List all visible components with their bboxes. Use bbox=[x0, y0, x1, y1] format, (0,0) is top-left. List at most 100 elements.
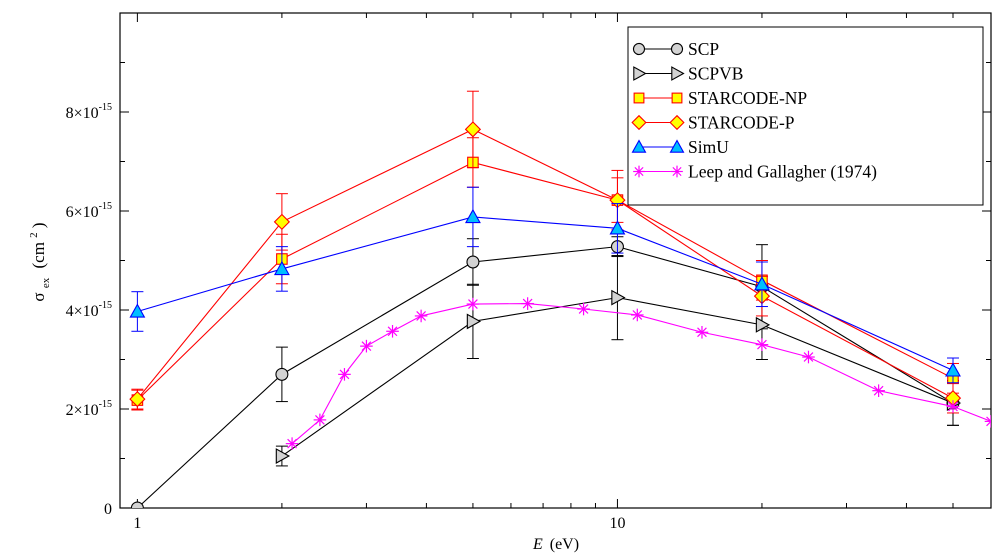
data-point bbox=[338, 368, 351, 381]
data-point bbox=[671, 92, 683, 104]
x-tick-label: 1 bbox=[133, 515, 141, 532]
data-point bbox=[285, 437, 299, 450]
series-4 bbox=[129, 186, 961, 384]
data-point bbox=[609, 220, 626, 235]
asterisk-stroke bbox=[986, 420, 991, 427]
y-tick-mantissa: 2×10 bbox=[66, 402, 99, 419]
asterisk-stroke bbox=[632, 310, 643, 320]
y-axis-symbol: σ bbox=[29, 292, 48, 301]
data-point bbox=[669, 114, 685, 131]
data-point bbox=[466, 255, 480, 269]
y-tick-mantissa: 0 bbox=[104, 501, 112, 518]
data-point bbox=[386, 324, 399, 338]
series-line bbox=[137, 246, 954, 508]
asterisk-stroke bbox=[315, 415, 325, 425]
data-point bbox=[130, 501, 144, 508]
legend-entry: SCPVB bbox=[633, 64, 743, 84]
data-point bbox=[984, 415, 991, 428]
data-point bbox=[464, 121, 482, 138]
data-point bbox=[945, 362, 961, 377]
asterisk-stroke bbox=[873, 385, 884, 396]
legend-label: SCP bbox=[688, 39, 719, 59]
series-5 bbox=[285, 297, 991, 450]
data-point bbox=[632, 42, 646, 56]
asterisk-stroke bbox=[986, 416, 991, 423]
data-point bbox=[611, 289, 626, 306]
series-line bbox=[291, 303, 991, 445]
y-axis-subscript: ex bbox=[40, 277, 52, 288]
legend-entry: STARCODE-NP bbox=[633, 88, 807, 108]
data-point bbox=[670, 42, 684, 56]
data-point bbox=[633, 66, 647, 81]
asterisk-stroke bbox=[803, 352, 814, 362]
data-point bbox=[872, 384, 885, 397]
data-point bbox=[129, 390, 146, 408]
legend-label: STARCODE-P bbox=[688, 113, 795, 133]
y-axis-unit-close: ) bbox=[29, 222, 48, 228]
y-tick-label: 4×10-15 bbox=[66, 300, 112, 320]
legend-entry: SCP bbox=[632, 39, 719, 59]
data-point bbox=[671, 66, 685, 81]
data-point bbox=[633, 92, 645, 104]
data-point bbox=[466, 313, 482, 330]
y-tick-exponent: -15 bbox=[99, 102, 112, 113]
y-tick-label: 8×10-15 bbox=[66, 102, 112, 122]
data-point bbox=[631, 308, 644, 322]
asterisk-stroke bbox=[387, 326, 398, 337]
asterisk-stroke bbox=[697, 327, 707, 338]
legend-label: STARCODE-NP bbox=[688, 88, 807, 108]
y-tick-label: 2×10-15 bbox=[66, 399, 112, 419]
y-axis-label: σ ex (cm 2 ) bbox=[22, 222, 53, 301]
data-point bbox=[521, 297, 534, 310]
asterisk-stroke bbox=[339, 369, 350, 380]
legend-box bbox=[627, 26, 984, 206]
y-tick-label: 6×10-15 bbox=[66, 201, 112, 221]
data-point bbox=[671, 165, 683, 178]
legend-entry: Leep and Gallagher (1974) bbox=[633, 162, 877, 182]
data-point bbox=[577, 302, 590, 316]
data-point bbox=[633, 165, 645, 178]
data-point bbox=[275, 367, 289, 381]
series-line bbox=[136, 161, 954, 401]
data-point bbox=[755, 316, 771, 333]
data-point bbox=[129, 303, 146, 318]
data-point bbox=[466, 297, 480, 311]
legend-label: SCPVB bbox=[688, 64, 743, 84]
series-line bbox=[136, 128, 954, 400]
data-point bbox=[275, 448, 291, 464]
legend: SCP SCPVB STARCODE-NP STARCODE-P SimU Leep an… bbox=[627, 26, 984, 206]
data-point bbox=[754, 276, 770, 291]
data-point bbox=[360, 339, 373, 353]
y-tick-exponent: -15 bbox=[99, 399, 112, 410]
plot-area bbox=[129, 90, 991, 508]
y-tick-exponent: -15 bbox=[99, 201, 112, 212]
data-point bbox=[273, 213, 291, 231]
data-point bbox=[414, 309, 428, 323]
y-tick-exponent: -15 bbox=[99, 300, 112, 311]
data-point bbox=[631, 139, 647, 153]
data-point bbox=[695, 325, 709, 339]
x-axis-label: E (eV) bbox=[532, 536, 579, 553]
x-tick-label: 10 bbox=[609, 515, 625, 532]
x-axis-symbol: E bbox=[532, 536, 543, 553]
asterisk-stroke bbox=[672, 166, 682, 177]
asterisk-stroke bbox=[578, 304, 589, 314]
y-tick-mantissa: 8×10 bbox=[66, 105, 99, 122]
y-tick-mantissa: 4×10 bbox=[66, 303, 99, 320]
y-axis-unit-superscript: 2 bbox=[28, 232, 40, 238]
asterisk-stroke bbox=[361, 341, 372, 352]
series-line bbox=[137, 216, 954, 371]
data-point bbox=[755, 338, 769, 351]
data-point bbox=[273, 260, 290, 276]
data-point bbox=[313, 413, 327, 427]
data-point bbox=[669, 139, 685, 153]
y-tick-label: 0 bbox=[104, 501, 112, 518]
asterisk-stroke bbox=[634, 166, 644, 177]
asterisk-stroke bbox=[468, 299, 478, 309]
y-tick-mantissa: 6×10 bbox=[66, 204, 99, 221]
axis-ticks: 02×10-154×10-156×10-158×10-151 10 bbox=[66, 13, 991, 532]
series-0 bbox=[130, 236, 960, 508]
legend-label: SimU bbox=[688, 137, 729, 157]
legend-entry: STARCODE-P bbox=[631, 113, 795, 133]
